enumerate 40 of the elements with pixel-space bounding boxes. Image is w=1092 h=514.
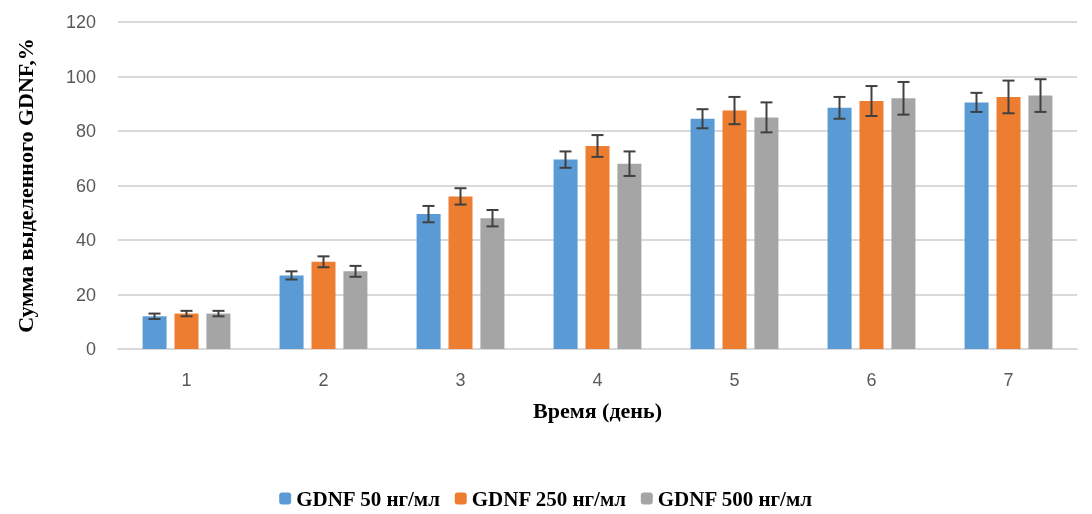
bar [964, 102, 989, 349]
bar [754, 117, 779, 349]
y-tick-label: 0 [85, 339, 96, 359]
bar [722, 110, 747, 349]
x-tick-label: 7 [1003, 370, 1014, 390]
bar [617, 163, 642, 349]
x-axis-title: Время (день) [533, 397, 662, 423]
bar [859, 101, 884, 349]
x-tick-label: 4 [592, 370, 603, 390]
bar [480, 218, 505, 349]
bar [1028, 95, 1053, 349]
bar [585, 145, 610, 349]
y-tick-label: 40 [75, 230, 96, 250]
bar [448, 196, 473, 349]
x-tick-label: 3 [455, 370, 466, 390]
y-tick-label: 20 [75, 284, 96, 305]
bar [891, 98, 916, 349]
x-tick-label: 6 [866, 370, 877, 390]
y-axis-title: Сумма выделенного GDNF,% [12, 38, 38, 333]
bar [416, 214, 441, 349]
x-tick-label: 1 [181, 370, 192, 390]
legend-label: GDNF 500 нг/мл [657, 486, 813, 511]
y-tick-label: 100 [65, 66, 96, 87]
legend-label: GDNF 250 нг/мл [471, 486, 627, 511]
y-tick-label: 80 [75, 121, 96, 141]
x-tick-label: 5 [729, 370, 740, 390]
bar [690, 118, 715, 349]
bar [343, 271, 368, 349]
bar [996, 96, 1021, 349]
bar [827, 107, 852, 349]
y-tick-label: 120 [65, 12, 96, 32]
bar [206, 313, 231, 349]
legend-label: GDNF 50 нг/мл [296, 486, 441, 511]
bar [279, 275, 304, 349]
x-tick-label: 2 [318, 370, 329, 390]
bar [553, 159, 578, 349]
bar [142, 316, 167, 349]
bar [174, 313, 199, 349]
bar [311, 261, 336, 349]
y-tick-label: 60 [75, 175, 96, 196]
